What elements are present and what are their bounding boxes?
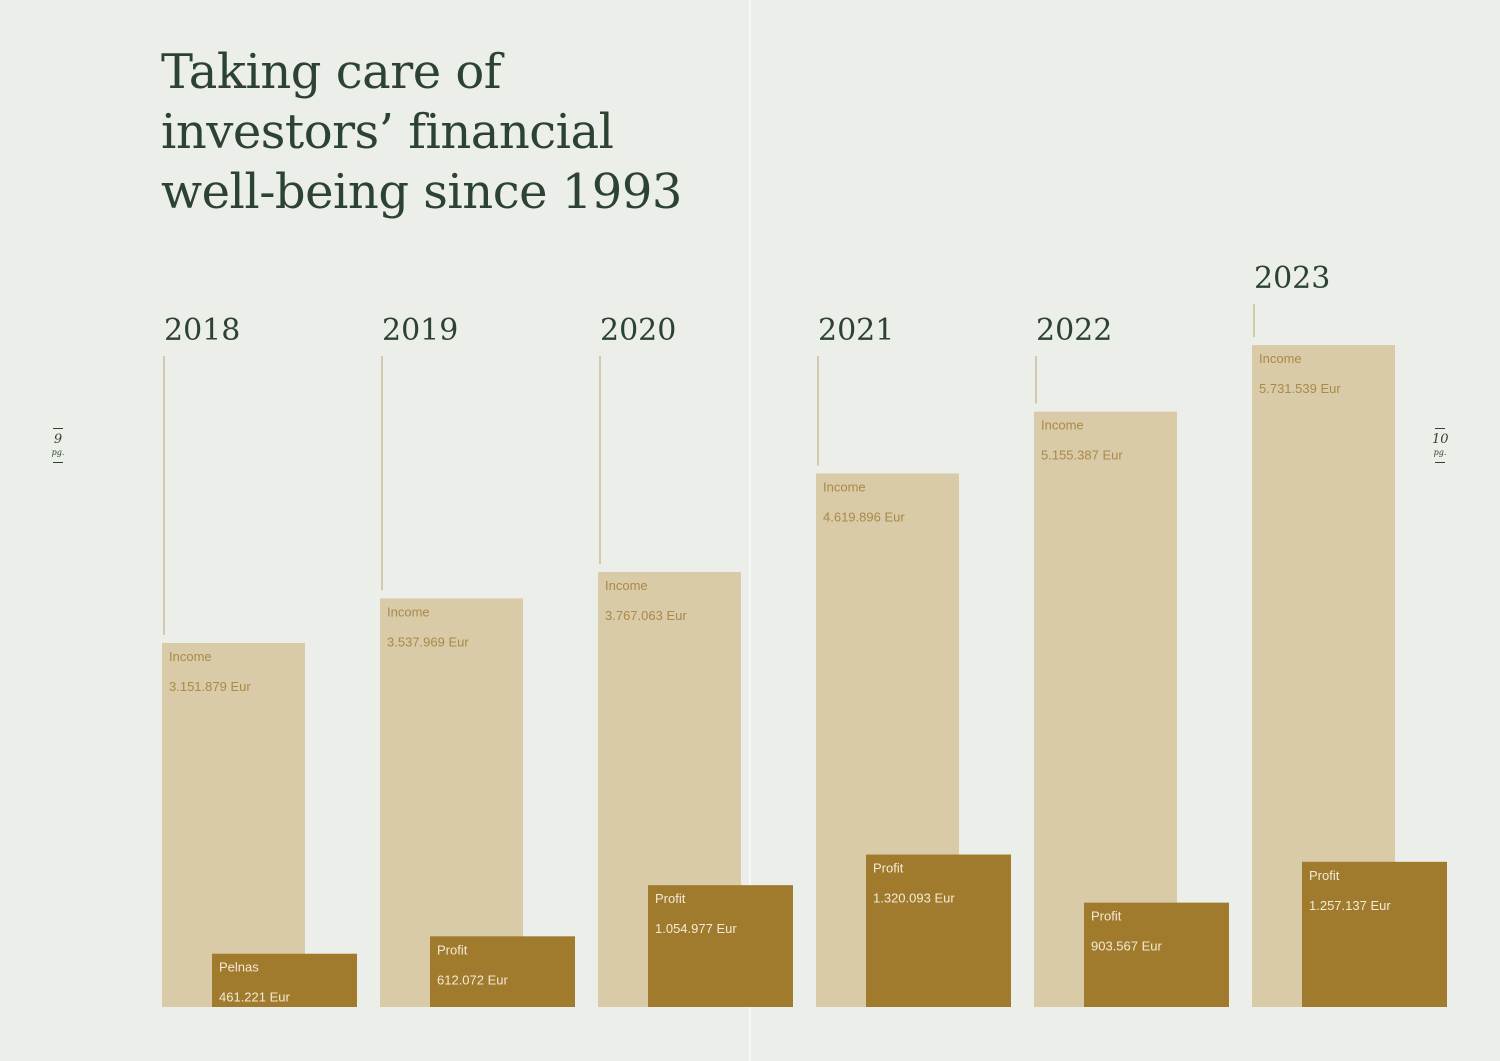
page-number: 9	[53, 432, 63, 447]
page-unit: pg.	[51, 448, 65, 457]
income-label: Income	[823, 479, 866, 494]
profit-label: Profit	[1309, 868, 1340, 883]
profit-bar	[866, 854, 1011, 1007]
income-value-label: 4.619.896 Eur	[823, 509, 905, 524]
income-value-label: 3.151.879 Eur	[169, 679, 251, 694]
profit-bar	[648, 885, 793, 1007]
profit-label: Profit	[1091, 909, 1122, 924]
page-title: Taking care of investors’ financial well…	[161, 42, 682, 222]
income-bar	[162, 643, 305, 1007]
profit-value-label: 612.072 Eur	[437, 972, 509, 987]
income-value-label: 5.731.539 Eur	[1259, 381, 1341, 396]
title-line-2: investors’ financial	[161, 104, 614, 160]
page-number-left: 9 pg.	[50, 428, 66, 463]
profit-bar	[430, 936, 575, 1007]
income-label: Income	[1259, 351, 1302, 366]
profit-label: Profit	[655, 891, 686, 906]
profit-label: Profit	[873, 861, 904, 876]
profit-value-label: 461.221 Eur	[219, 990, 291, 1005]
income-value-label: 5.155.387 Eur	[1041, 448, 1123, 463]
spread-divider	[749, 0, 751, 1061]
income-label: Income	[1041, 418, 1084, 433]
income-label: Income	[605, 578, 648, 593]
title-line-1: Taking care of	[161, 44, 502, 100]
year-label: 2023	[1254, 261, 1330, 296]
profit-bar	[1302, 861, 1447, 1007]
page-number-right: 10 pg.	[1432, 428, 1449, 463]
year-label: 2018	[164, 313, 240, 348]
profit-value-label: 1.320.093 Eur	[873, 891, 955, 906]
profit-bar	[1084, 902, 1229, 1007]
year-label: 2020	[600, 313, 676, 348]
year-label: 2019	[382, 313, 458, 348]
profit-value-label: 1.257.137 Eur	[1309, 898, 1391, 913]
page-number: 10	[1432, 432, 1449, 447]
profit-value-label: 1.054.977 Eur	[655, 921, 737, 936]
profit-label: Profit	[437, 942, 468, 957]
income-label: Income	[169, 649, 212, 664]
income-value-label: 3.767.063 Eur	[605, 608, 687, 623]
profit-bar	[212, 953, 357, 1007]
year-label: 2022	[1036, 313, 1112, 348]
income-value-label: 3.537.969 Eur	[387, 634, 469, 649]
year-label: 2021	[818, 313, 894, 348]
profit-value-label: 903.567 Eur	[1091, 939, 1163, 954]
title-line-3: well-being since 1993	[161, 164, 682, 220]
income-label: Income	[387, 604, 430, 619]
profit-label: Pelnas	[219, 960, 259, 975]
page-unit: pg.	[1433, 448, 1447, 457]
